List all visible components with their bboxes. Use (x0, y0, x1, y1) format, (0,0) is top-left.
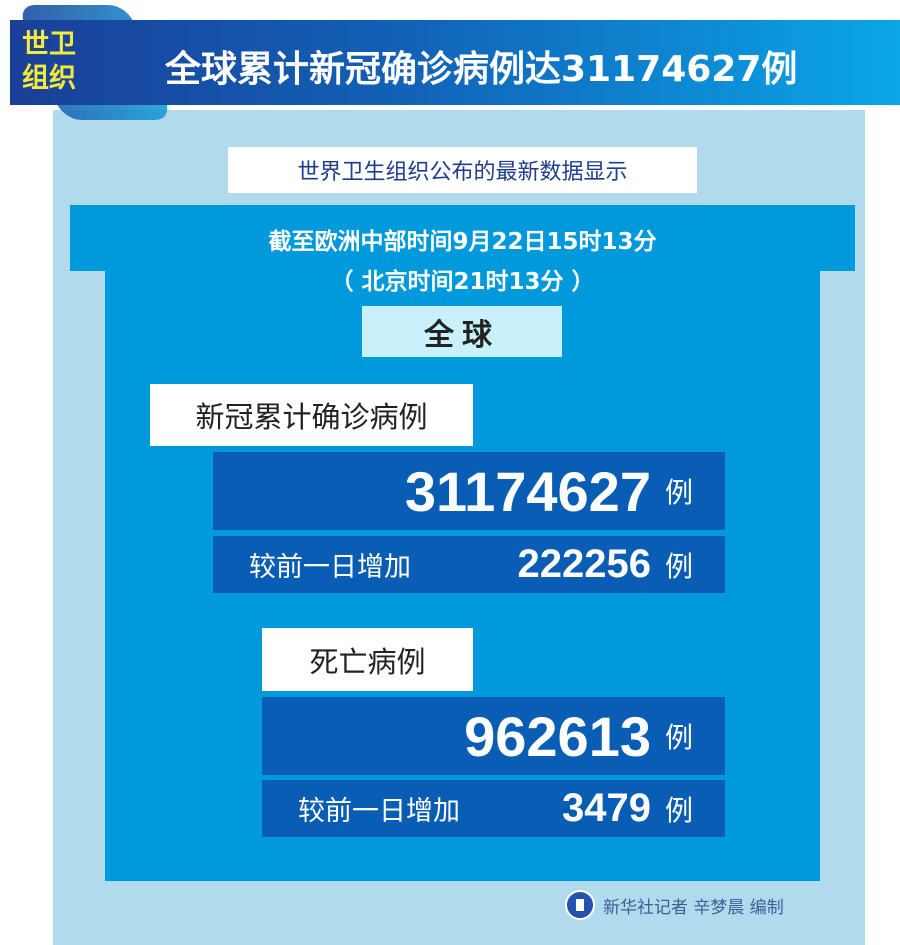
deaths-increase: 3479 (562, 786, 651, 830)
deaths-label: 死亡病例 (262, 628, 473, 691)
region-label: 全球 (362, 306, 562, 357)
unit: 例 (664, 793, 693, 827)
unit: 例 (664, 476, 693, 509)
confirmed-increase: 222256 (517, 542, 651, 586)
confirmed-total-box: 31174627 例 (213, 452, 725, 530)
unit: 例 (664, 721, 693, 754)
tag-line-2: 组织 (22, 63, 76, 94)
credit-text: 新华社记者 辛梦晨 编制 (603, 897, 784, 918)
xinhua-logo-icon (565, 890, 595, 920)
header-banner (10, 20, 900, 105)
footer-credit: 新华社记者 辛梦晨 编制 (565, 890, 784, 920)
tag-line-1: 世卫 (22, 29, 76, 60)
deaths-total-box: 962613 例 (262, 697, 725, 775)
deaths-increase-box: 较前一日增加 3479 例 (262, 780, 725, 837)
confirmed-label: 新冠累计确诊病例 (150, 384, 473, 446)
deaths-total: 962613 (464, 704, 651, 768)
confirmed-total: 31174627 (404, 459, 651, 523)
compare-label: 较前一日增加 (249, 552, 411, 583)
subtitle: 世界卫生组织公布的最新数据显示 (228, 147, 697, 193)
time-band (70, 205, 855, 271)
page-title: 全球累计新冠确诊病例达31174627例 (165, 49, 798, 90)
time-beijing: （ 北京时间21时13分 ） (330, 269, 595, 295)
compare-label: 较前一日增加 (298, 796, 460, 827)
time-cet: 截至欧洲中部时间9月22日15时13分 (268, 229, 657, 255)
unit: 例 (664, 549, 693, 583)
confirmed-increase-box: 较前一日增加 222256 例 (213, 536, 725, 593)
who-tag: 世卫 组织 (14, 28, 84, 96)
